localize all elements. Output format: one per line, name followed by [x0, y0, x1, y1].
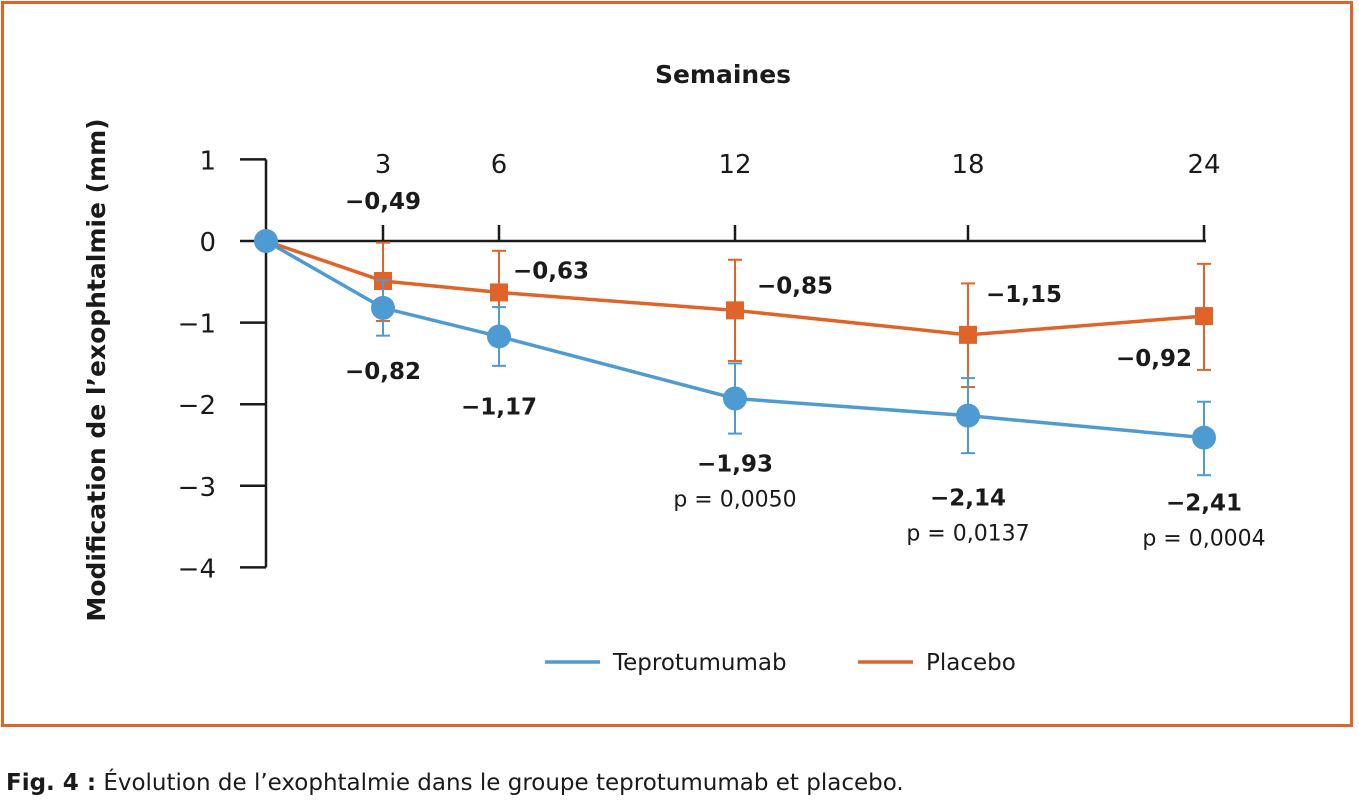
teprotumumab-marker	[487, 324, 511, 349]
x-tick-label: 6	[491, 150, 508, 180]
placebo-data-label: −1,15	[986, 282, 1062, 308]
y-tick-label: 0	[199, 228, 216, 258]
x-tick-label: 3	[375, 150, 392, 180]
placebo-data-label: −0,49	[345, 189, 421, 215]
y-axis-ticks: 1 0 −1 −2 −3 −4	[178, 146, 266, 584]
teprotumumab-data-label: −1,17	[461, 394, 537, 420]
placebo-data-label: −0,63	[513, 258, 589, 284]
teprotumumab-data-label: −2,41	[1166, 491, 1242, 517]
caption-label: Fig. 4 :	[6, 770, 97, 796]
y-axis-title: Modification de l’exophtalmie (mm)	[82, 118, 111, 621]
caption-text: Évolution de l’exophtalmie dans le group…	[96, 770, 904, 796]
legend-label-placebo: Placebo	[926, 650, 1016, 676]
teprotumumab-marker	[1192, 425, 1216, 450]
x-tick-label: 24	[1187, 150, 1220, 180]
figure-caption: Fig. 4 : Évolution de l’exophtalmie dans…	[6, 770, 904, 796]
placebo-line	[265, 239, 1205, 337]
placebo-marker	[959, 325, 977, 344]
y-tick-label: −3	[178, 473, 216, 503]
teprotumumab-marker	[254, 229, 278, 253]
p-value-label: p = 0,0004	[1142, 527, 1265, 552]
teprotumumab-data-label: −0,82	[345, 359, 421, 385]
series-teprotumumab	[254, 229, 1216, 477]
y-tick-label: −2	[178, 391, 216, 421]
teprotumumab-data-label: −2,14	[930, 486, 1006, 512]
placebo-data-label: −0,85	[757, 273, 833, 299]
y-tick-label: 1	[199, 146, 216, 176]
chart-frame	[1, 1, 1353, 727]
teprotumumab-line	[265, 239, 1205, 440]
x-tick-label: 12	[718, 150, 751, 180]
x-axis-title: Semaines	[655, 60, 791, 89]
placebo-marker	[726, 301, 744, 320]
legend-label-teprotumumab: Teprotumumab	[612, 650, 787, 676]
placebo-data-label: −0,92	[1116, 346, 1192, 372]
y-tick-label: −4	[178, 554, 216, 584]
placebo-marker	[490, 283, 508, 302]
p-value-label: p = 0,0050	[673, 487, 796, 512]
y-tick-label: −1	[178, 310, 216, 340]
x-axis-ticks: 3 6 12 18 24	[375, 150, 1221, 241]
teprotumumab-data-label: −1,93	[697, 451, 773, 477]
data-labels: −0,49 −0,63 −0,85 −1,15 −0,92 −0,82 −1,17 −1,93…	[345, 189, 1266, 552]
x-tick-label: 18	[951, 150, 984, 180]
legend: Teprotumumab Placebo	[545, 650, 1016, 676]
teprotumumab-marker	[371, 295, 395, 320]
teprotumumab-marker	[956, 403, 980, 428]
p-value-label: p = 0,0137	[906, 522, 1029, 547]
teprotumumab-marker	[723, 386, 747, 411]
series-layer: −0,49 −0,63 −0,85 −1,15 −0,92 −0,82 −1,17 −1,93…	[254, 189, 1266, 552]
placebo-marker	[1195, 307, 1213, 326]
